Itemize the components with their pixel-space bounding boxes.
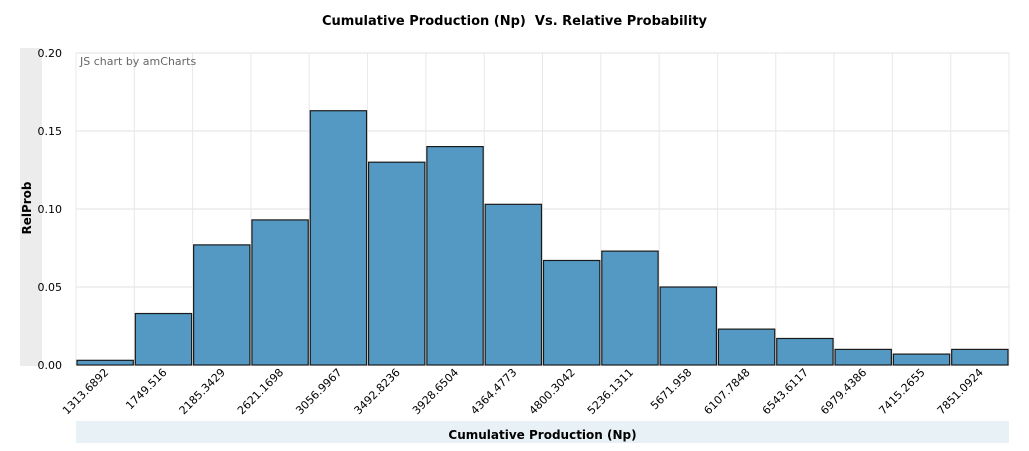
y-tick-label: 0.00 xyxy=(38,359,63,372)
y-tick-label: 0.20 xyxy=(38,47,63,60)
x-tick-label: 3928.6504 xyxy=(410,366,461,417)
x-tick-label: 7415.2655 xyxy=(876,366,927,417)
bar-3056.9967[interactable] xyxy=(309,110,368,366)
x-tick-labels: 1313.6892 1749.516 2185.3429 2621.1698 3056.… xyxy=(60,366,986,417)
bars xyxy=(76,110,1009,366)
x-tick-label: 2185.3429 xyxy=(177,366,228,417)
bar-1313.6892[interactable] xyxy=(76,359,134,366)
x-tick-label: 5671.958 xyxy=(648,366,694,412)
bar-3492.8236[interactable] xyxy=(367,161,426,366)
x-tick-label: 5236.1311 xyxy=(585,366,636,417)
x-tick-label: 3492.8236 xyxy=(352,366,403,417)
x-tick-label: 1313.6892 xyxy=(60,366,111,417)
amcharts-credit[interactable]: JS chart by amCharts xyxy=(80,55,197,68)
x-tick-label: 6543.6117 xyxy=(760,366,811,417)
bar-1749.516[interactable] xyxy=(134,312,193,366)
bar-2185.3429[interactable] xyxy=(193,244,251,366)
x-tick-label: 4800.3042 xyxy=(527,366,578,417)
x-tick-label: 7851.0924 xyxy=(935,366,986,417)
y-tick-label: 0.15 xyxy=(38,125,63,138)
bar-7415.2655[interactable] xyxy=(892,353,951,366)
bar-2621.1698[interactable] xyxy=(251,219,309,366)
bar-3928.6504[interactable] xyxy=(426,146,484,366)
y-tick-label: 0.05 xyxy=(38,281,63,294)
bar-5671.958[interactable] xyxy=(659,286,718,366)
x-tick-label: 6107.7848 xyxy=(701,366,752,417)
y-tick-label: 0.10 xyxy=(38,203,63,216)
bar-6543.6117[interactable] xyxy=(776,337,834,366)
x-axis-band xyxy=(76,421,1009,443)
chart-title: Cumulative Production (Np) Vs. Relative … xyxy=(321,14,708,29)
bar-6979.4386[interactable] xyxy=(834,348,892,366)
bar-5236.1311[interactable] xyxy=(601,250,659,366)
x-axis-label: Cumulative Production (Np) xyxy=(448,428,637,442)
bar-6107.7848[interactable] xyxy=(717,328,776,366)
x-tick-label: 3056.9967 xyxy=(293,366,344,417)
x-tick-label: 2621.1698 xyxy=(235,366,286,417)
bar-4800.3042[interactable] xyxy=(542,259,601,366)
x-tick-label: 4364.4773 xyxy=(468,366,519,417)
bar-7851.0924[interactable] xyxy=(951,348,1009,366)
y-axis-label: RelProb xyxy=(20,181,34,235)
x-tick-label: 1749.516 xyxy=(123,366,169,412)
bar-4364.4773[interactable] xyxy=(484,203,543,366)
y-tick-labels: 0.00 0.05 0.10 0.15 0.20 xyxy=(38,47,63,372)
y-axis-band xyxy=(20,48,42,366)
x-tick-label: 6979.4386 xyxy=(818,366,869,417)
